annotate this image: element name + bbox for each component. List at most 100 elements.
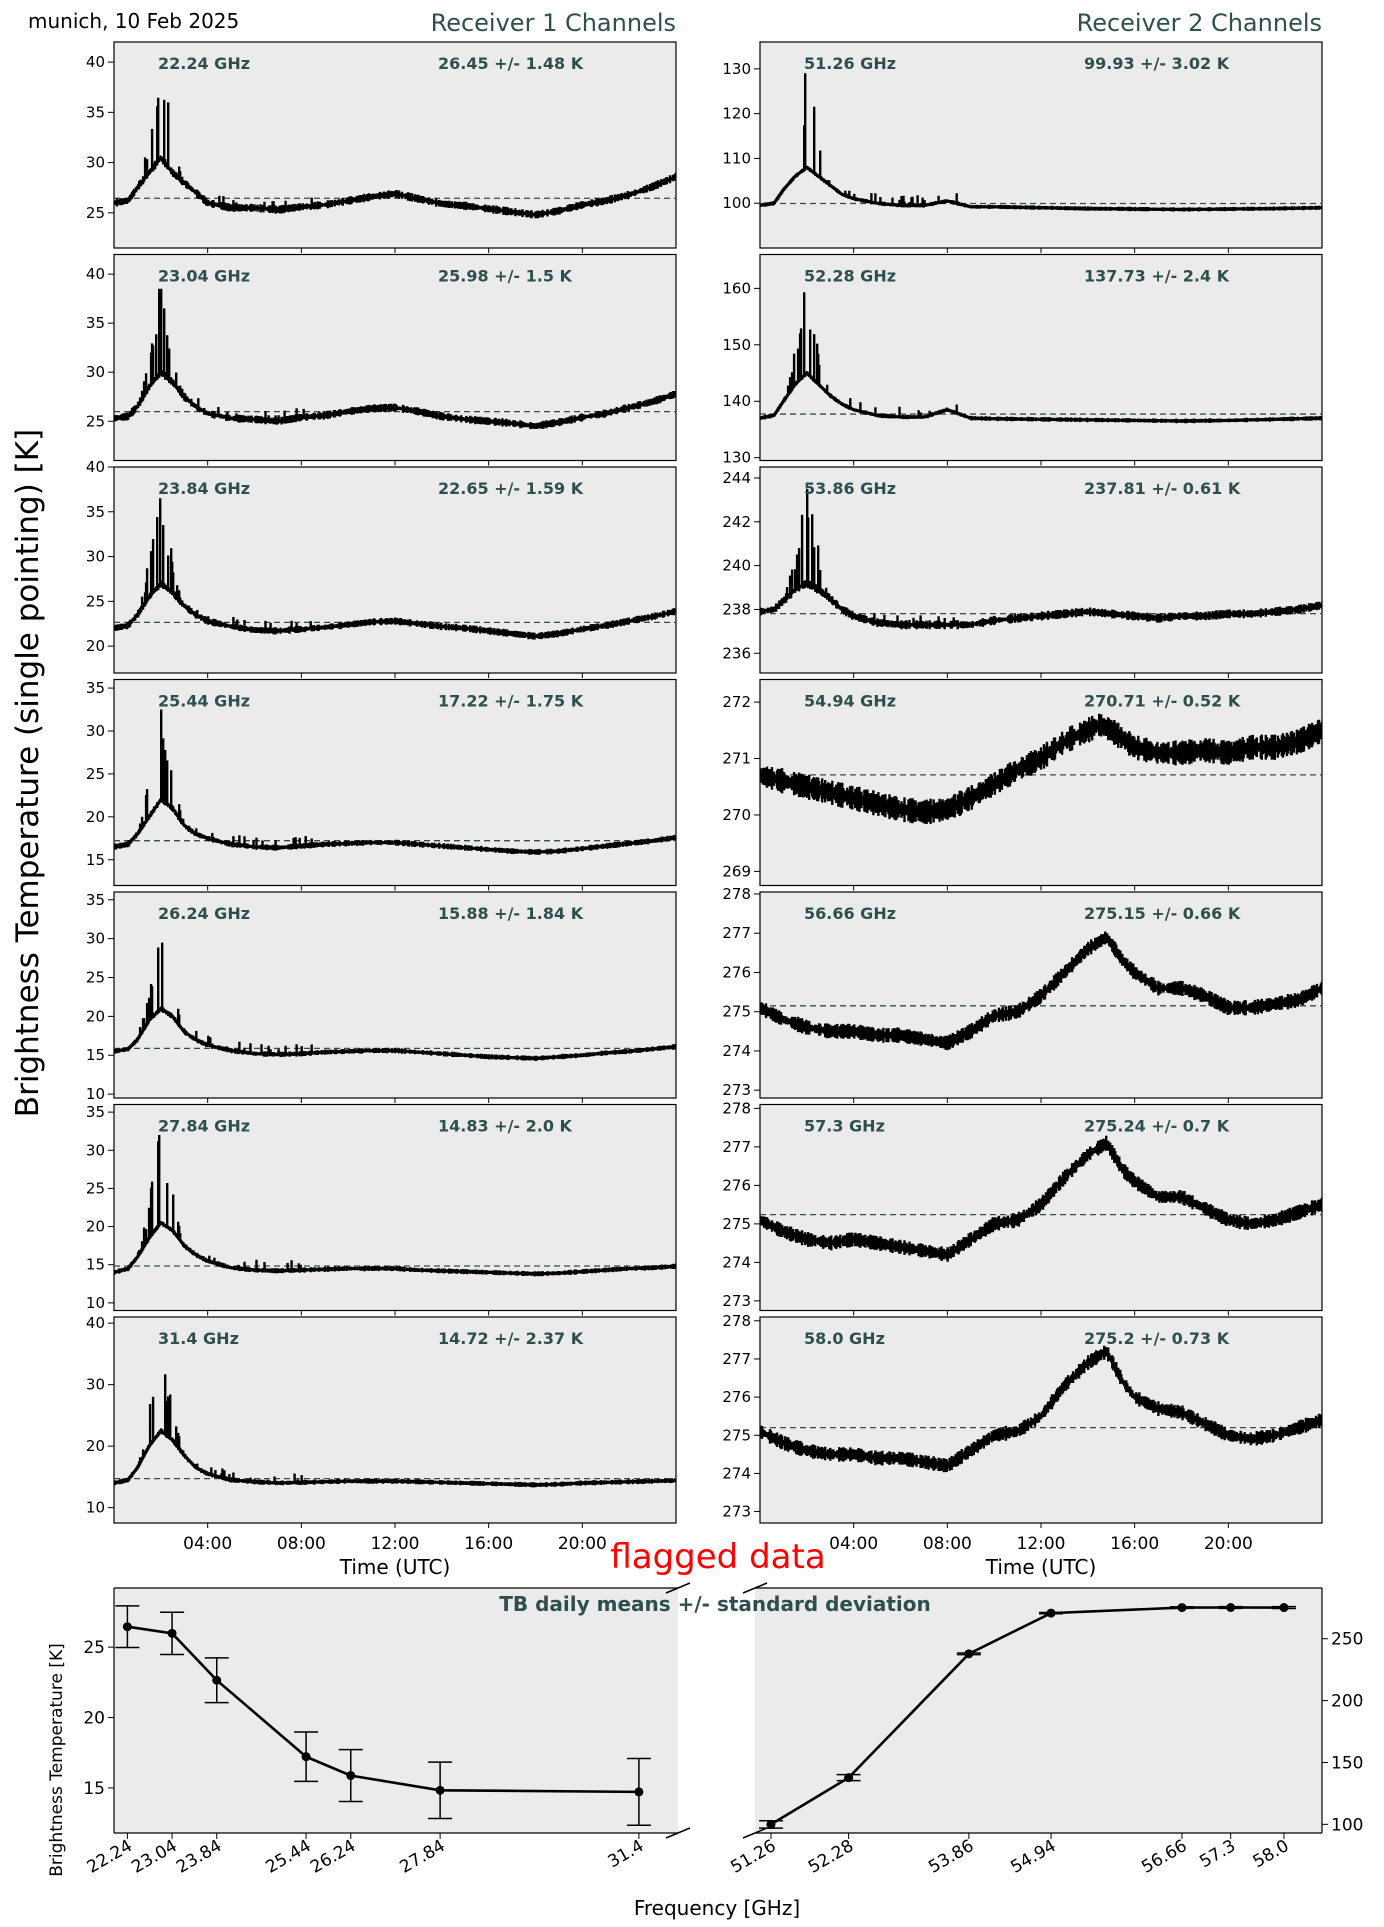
frequency-label: 23.84 GHz xyxy=(158,479,250,498)
y-tick-label: 140 xyxy=(722,392,751,410)
y-tick-label: 250 xyxy=(1331,1630,1363,1650)
y-tick-label: 40 xyxy=(86,458,105,476)
stats-label: 270.71 +/- 0.52 K xyxy=(1084,692,1241,711)
trace-core xyxy=(114,1006,676,1061)
panel-frame xyxy=(759,466,1323,674)
error-bar xyxy=(626,1757,651,1827)
y-tick-label: 30 xyxy=(86,548,105,566)
time-tick-label: 04:00 xyxy=(829,1534,878,1554)
y-tick-label: 30 xyxy=(86,930,105,948)
panel-frame xyxy=(759,1316,1323,1524)
time-panel-52-28-ghz: 130 140 150 160 52.28 GHz 137.73 +/- 2.4 K xyxy=(722,253,1323,467)
y-tick-label: 40 xyxy=(86,265,105,283)
y-tick-label: 273 xyxy=(722,1503,751,1521)
error-bar xyxy=(956,1649,981,1659)
mean-point xyxy=(435,1785,445,1795)
stats-label: 17.22 +/- 1.75 K xyxy=(438,692,584,711)
time-panel-23-04-ghz: 25 30 35 40 23.04 GHz 25.98 +/- 1.5 K xyxy=(86,253,677,466)
time-panel-58-0-ghz: 273 274 275 276 277 278 58.0 GHz 275.2 +/- 0.73… xyxy=(722,1312,1323,1554)
mean-point xyxy=(1226,1603,1236,1613)
stats-label: 14.83 +/- 2.0 K xyxy=(438,1117,573,1136)
y-tick-label: 20 xyxy=(86,1007,105,1025)
y-tick-label: 25 xyxy=(83,1638,105,1658)
y-tick-label: 20 xyxy=(86,637,105,655)
frequency-label: 53.86 GHz xyxy=(804,479,896,498)
y-tick-label: 40 xyxy=(86,1314,105,1332)
y-tick-label: 276 xyxy=(722,1388,751,1406)
panel-frame xyxy=(113,1103,677,1312)
y-tick-label: 15 xyxy=(86,1256,105,1274)
y-tick-label: 100 xyxy=(722,194,751,212)
error-bar xyxy=(758,1819,783,1829)
time-tick-label: 12:00 xyxy=(371,1534,420,1554)
y-tick-label: 130 xyxy=(722,449,751,467)
y-tick-label: 30 xyxy=(86,363,105,381)
error-bar xyxy=(294,1731,319,1783)
stats-label: 15.88 +/- 1.84 K xyxy=(438,904,584,923)
means-x-axis-label: Frequency [GHz] xyxy=(634,1896,800,1920)
y-tick-label: 160 xyxy=(722,279,751,297)
axis-break-mark xyxy=(742,1827,768,1839)
time-panel-22-24-ghz: 25 30 35 40 22.24 GHz 26.45 +/- 1.48 K xyxy=(86,41,677,253)
y-tick-label: 244 xyxy=(722,469,751,487)
y-tick-label: 20 xyxy=(86,808,105,826)
y-tick-label: 10 xyxy=(86,1499,105,1517)
y-tick-label: 10 xyxy=(86,1085,105,1103)
y-tick-label: 271 xyxy=(722,750,751,768)
y-tick-label: 278 xyxy=(722,1099,751,1117)
panel-frame xyxy=(759,678,1323,887)
axis-break-mark xyxy=(665,1582,691,1594)
error-bar xyxy=(204,1657,229,1704)
frequency-label: 31.4 GHz xyxy=(158,1329,239,1348)
panel-frame xyxy=(113,253,677,462)
mean-point xyxy=(122,1622,132,1632)
y-tick-label: 274 xyxy=(722,1042,751,1060)
mean-point xyxy=(301,1752,311,1762)
frequency-label: 52.28 GHz xyxy=(804,267,896,286)
y-tick-label: 238 xyxy=(722,600,751,618)
frequency-label: 22.24 GHz xyxy=(158,54,250,73)
y-tick-label: 275 xyxy=(722,1426,751,1444)
y-tick-label: 10 xyxy=(86,1294,105,1312)
y-tick-label: 273 xyxy=(722,1081,751,1099)
time-panel-27-84-ghz: 10 15 20 25 30 35 27.84 GHz 14.83 +/- 2.0 K xyxy=(86,1103,677,1316)
panel-frame xyxy=(759,253,1323,462)
stats-label: 275.2 +/- 0.73 K xyxy=(1084,1329,1230,1348)
y-tick-label: 100 xyxy=(1331,1815,1363,1835)
y-tick-label: 278 xyxy=(722,1312,751,1330)
y-tick-label: 20 xyxy=(83,1709,105,1729)
stats-label: 25.98 +/- 1.5 K xyxy=(438,267,573,286)
frequency-label: 27.84 GHz xyxy=(158,1117,250,1136)
y-tick-label: 25 xyxy=(86,1179,105,1197)
stats-label: 237.81 +/- 0.61 K xyxy=(1084,479,1241,498)
means-panel-bg xyxy=(755,1588,1322,1833)
trace-core xyxy=(114,797,676,854)
error-bar xyxy=(428,1761,453,1820)
y-tick-label: 269 xyxy=(722,862,751,880)
time-panel-57-3-ghz: 273 274 275 276 277 278 57.3 GHz 275.24 +/- 0.7… xyxy=(722,1099,1323,1316)
time-tick-label: 08:00 xyxy=(923,1534,972,1554)
means-chart-title: TB daily means +/- standard deviation xyxy=(499,1592,931,1616)
time-tick-label: 20:00 xyxy=(1204,1534,1253,1554)
time-panel-54-94-ghz: 269 270 271 272 54.94 GHz 270.71 +/- 0.52 K xyxy=(722,678,1323,891)
y-tick-label: 274 xyxy=(722,1253,751,1271)
error-bar xyxy=(1218,1603,1243,1613)
receiver1-title: Receiver 1 Channels xyxy=(431,9,676,37)
stats-label: 137.73 +/- 2.4 K xyxy=(1084,267,1230,286)
axis-break-mark xyxy=(742,1582,768,1594)
y-tick-label: 35 xyxy=(86,314,105,332)
y-tick-label: 35 xyxy=(86,1103,105,1121)
time-panel-56-66-ghz: 273 274 275 276 277 278 56.66 GHz 275.15 +/- 0.… xyxy=(722,885,1323,1103)
y-tick-label: 200 xyxy=(1331,1692,1363,1712)
mean-point xyxy=(1279,1603,1289,1613)
trace-core xyxy=(760,370,1322,423)
trace-core xyxy=(760,934,1322,1045)
y-tick-label: 30 xyxy=(86,154,105,172)
y-tick-label: 30 xyxy=(86,1141,105,1159)
trace-core xyxy=(114,369,676,428)
panel-frame xyxy=(113,1316,677,1524)
time-series-panels: 25 30 35 40 22.24 GHz 26.45 +/- 1.48 K 25 30 35 4… xyxy=(86,41,1323,1554)
trace-core xyxy=(114,1428,676,1487)
